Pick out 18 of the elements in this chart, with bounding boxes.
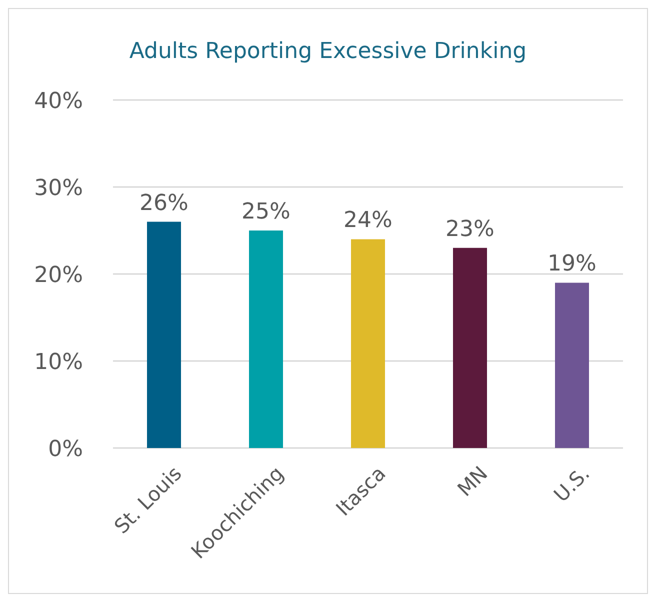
y-tick-label: 20%	[34, 262, 83, 288]
y-tick-label: 10%	[34, 350, 83, 375]
data-label: 25%	[242, 200, 290, 224]
x-tick-label: MN	[452, 461, 492, 502]
bar	[555, 282, 589, 448]
chart-title: Adults Reporting Excessive Drinking	[128, 39, 528, 64]
bar	[147, 222, 181, 448]
data-label: 24%	[344, 208, 392, 234]
data-label: 19%	[548, 252, 596, 277]
data-label: 26%	[140, 190, 188, 216]
y-tick-label: 30%	[34, 176, 83, 201]
bar	[453, 248, 487, 448]
data-label: 23%	[446, 216, 494, 242]
y-tick-label: 0%	[48, 436, 83, 462]
x-tick-label: U.S.	[548, 461, 594, 507]
bar	[351, 239, 385, 448]
bar	[249, 230, 283, 448]
y-tick-label: 40%	[34, 88, 83, 114]
